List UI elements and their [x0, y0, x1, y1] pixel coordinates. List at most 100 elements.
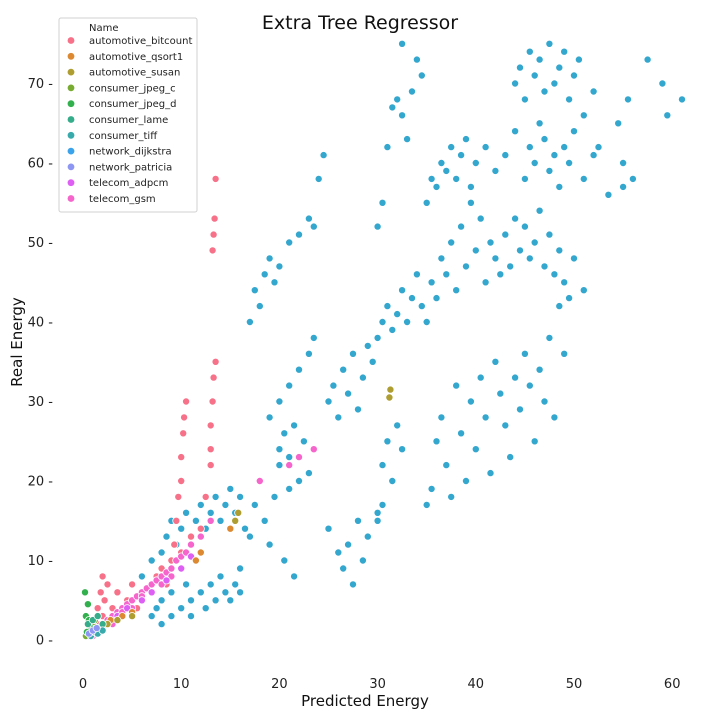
data-point-network-dijkstra: [422, 317, 431, 326]
legend-box: [58, 17, 198, 213]
data-point-network-dijkstra: [388, 325, 397, 334]
data-point-network-dijkstra: [407, 294, 416, 303]
data-point-network-dijkstra: [466, 198, 475, 207]
data-point-network-dijkstra: [520, 174, 529, 183]
data-point-network-dijkstra: [314, 174, 323, 183]
data-point-network-dijkstra: [152, 604, 161, 613]
data-point-network-dijkstra: [280, 556, 289, 565]
data-point-automotive-bitcount: [201, 492, 210, 501]
data-point-network-dijkstra: [353, 405, 362, 414]
data-point-network-dijkstra: [486, 469, 495, 478]
data-point-automotive-bitcount: [177, 453, 186, 462]
data-point-network-dijkstra: [560, 143, 569, 152]
legend-marker: [67, 131, 75, 139]
data-point-network-dijkstra: [471, 158, 480, 167]
y-axis-title: Real Energy: [8, 297, 26, 387]
y-tick-label: 10 -: [28, 554, 54, 569]
legend-label: consumer_tiff: [89, 131, 158, 142]
data-point-network-dijkstra: [373, 333, 382, 342]
data-point-automotive-bitcount: [211, 357, 220, 366]
data-point-network-dijkstra: [437, 254, 446, 263]
legend-label: network_patricia: [89, 162, 172, 173]
data-point-network-dijkstra: [245, 317, 254, 326]
data-point-network-dijkstra: [486, 238, 495, 247]
legend-label: consumer_lame: [89, 115, 168, 126]
y-tick-label: 20 -: [28, 475, 54, 490]
legend-entries: automotive_bitcount automotive_qsort1auto…: [67, 36, 192, 205]
data-point-network-dijkstra: [550, 151, 559, 160]
data-point-telecom-gsm: [294, 453, 303, 462]
data-point-network-dijkstra: [457, 429, 466, 438]
data-point-network-dijkstra: [196, 500, 205, 509]
data-point-network-dijkstra: [604, 190, 613, 199]
legend-marker: [67, 52, 75, 60]
data-point-network-dijkstra: [329, 381, 338, 390]
data-point-network-dijkstra: [255, 302, 264, 311]
data-point-automotive-bitcount: [98, 572, 107, 581]
data-point-network-dijkstra: [520, 222, 529, 231]
data-point-network-patricia: [92, 624, 101, 633]
data-point-automotive-susan: [234, 508, 243, 517]
data-point-network-dijkstra: [447, 143, 456, 152]
data-point-network-dijkstra: [427, 278, 436, 287]
data-point-network-dijkstra: [663, 111, 672, 120]
data-point-network-dijkstra: [398, 286, 407, 295]
data-point-network-dijkstra: [412, 55, 421, 64]
data-point-network-dijkstra: [403, 317, 412, 326]
legend-marker: [67, 116, 75, 123]
data-point-telecom-adpcm: [177, 564, 186, 573]
data-point-network-dijkstra: [182, 508, 191, 517]
data-point-automotive-bitcount: [128, 580, 137, 589]
data-point-network-dijkstra: [452, 286, 461, 295]
data-point-telecom-gsm: [167, 564, 176, 573]
data-point-automotive-bitcount: [179, 429, 188, 438]
data-point-network-dijkstra: [221, 588, 230, 597]
y-tick-label: 70 -: [28, 77, 54, 92]
data-point-network-dijkstra: [363, 341, 372, 350]
data-point-telecom-gsm: [309, 445, 318, 454]
data-point-network-dijkstra: [525, 47, 534, 56]
data-point-network-dijkstra: [236, 588, 245, 597]
data-point-network-dijkstra: [540, 397, 549, 406]
data-point-network-dijkstra: [378, 317, 387, 326]
data-point-network-dijkstra: [182, 580, 191, 589]
data-point-network-dijkstra: [324, 524, 333, 533]
data-point-network-dijkstra: [270, 278, 279, 287]
legend-marker: [67, 100, 75, 108]
data-point-network-dijkstra: [240, 524, 249, 533]
data-point-network-dijkstra: [560, 278, 569, 287]
data-point-automotive-bitcount: [96, 588, 105, 597]
data-point-network-dijkstra: [550, 270, 559, 279]
data-point-network-dijkstra: [260, 516, 269, 525]
data-point-network-dijkstra: [442, 166, 451, 175]
data-point-network-dijkstra: [589, 87, 598, 96]
data-point-network-dijkstra: [501, 230, 510, 239]
data-point-network-dijkstra: [427, 484, 436, 493]
data-point-network-dijkstra: [285, 238, 294, 247]
data-point-network-dijkstra: [285, 381, 294, 390]
data-point-consumer-jpeg-d: [83, 600, 92, 609]
data-point-network-dijkstra: [520, 95, 529, 104]
data-point-network-dijkstra: [427, 174, 436, 183]
data-point-network-dijkstra: [614, 119, 623, 128]
data-point-network-dijkstra: [530, 71, 539, 80]
x-tick-label: 30: [369, 677, 386, 692]
data-point-automotive-bitcount: [206, 461, 215, 470]
data-point-network-dijkstra: [265, 540, 274, 549]
data-point-network-dijkstra: [191, 516, 200, 525]
data-point-network-dijkstra: [628, 174, 637, 183]
data-point-network-dijkstra: [432, 294, 441, 303]
data-point-network-dijkstra: [540, 262, 549, 271]
data-point-network-dijkstra: [393, 421, 402, 430]
data-point-network-dijkstra: [339, 365, 348, 374]
legend-label: consumer_jpeg_d: [89, 99, 176, 110]
data-point-network-dijkstra: [398, 445, 407, 454]
data-point-network-dijkstra: [309, 222, 318, 231]
data-point-network-dijkstra: [511, 127, 520, 136]
data-point-network-dijkstra: [324, 397, 333, 406]
y-tick-label: 40 -: [28, 316, 54, 331]
data-point-network-dijkstra: [466, 397, 475, 406]
data-point-network-dijkstra: [147, 612, 156, 621]
data-point-network-dijkstra: [358, 373, 367, 382]
